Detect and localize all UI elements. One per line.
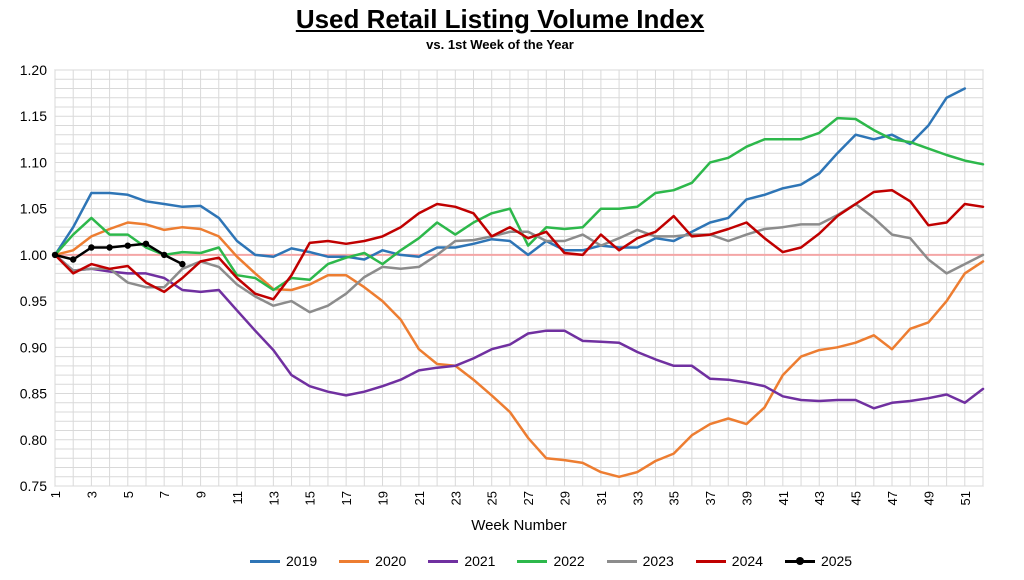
x-tick-label: 35 [667, 491, 682, 505]
legend-swatch [517, 559, 548, 563]
x-tick-label: 11 [230, 491, 245, 505]
legend-label: 2024 [731, 553, 763, 569]
legend-item-2022: 2022 [517, 553, 585, 569]
x-tick-label: 29 [557, 491, 572, 505]
y-tick-label: 0.90 [20, 339, 47, 355]
legend-label: 2022 [553, 553, 585, 569]
legend: 2019 2020 2021 2022 2023 2024 2025 [250, 550, 852, 572]
legend-label: 2021 [464, 553, 496, 569]
x-tick-label: 25 [485, 491, 500, 505]
legend-item-2024: 2024 [695, 553, 763, 569]
x-tick-label: 41 [776, 491, 791, 505]
legend-item-2020: 2020 [339, 553, 406, 569]
y-tick-label: 0.85 [20, 386, 47, 402]
x-tick-label: 47 [885, 491, 900, 505]
x-tick-label: 15 [303, 491, 318, 505]
y-tick-label: 0.95 [20, 293, 47, 309]
y-tick-label: 1.05 [20, 201, 47, 217]
y-tick-label: 1.15 [20, 108, 47, 124]
legend-label: 2020 [375, 553, 407, 569]
x-tick-label: 51 [958, 491, 973, 505]
series-point-2025 [51, 251, 59, 259]
series-point-2025 [179, 260, 186, 268]
legend-swatch [784, 556, 815, 565]
x-tick-label: 3 [84, 491, 99, 498]
legend-item-2025: 2025 [784, 553, 853, 569]
legend-swatch [695, 559, 726, 563]
series-point-2025 [106, 244, 113, 251]
x-tick-label: 33 [630, 491, 645, 505]
x-tick-label: 49 [921, 491, 936, 505]
y-tick-label: 0.75 [20, 478, 47, 494]
series-point-2025 [142, 240, 150, 247]
plot-area [54, 69, 984, 487]
x-tick-label: 1 [48, 491, 63, 498]
x-tick-label: 9 [194, 491, 209, 498]
series-line-2021 [53, 253, 985, 410]
chart-title: Used Retail Listing Volume Index [295, 4, 705, 34]
x-tick-label: 43 [812, 491, 827, 505]
x-tick-label: 19 [376, 491, 391, 505]
chart-subtitle: vs. 1st Week of the Year [426, 37, 574, 52]
series-point-2025 [160, 251, 168, 259]
legend-swatch [428, 559, 459, 563]
x-tick-label: 23 [448, 491, 463, 505]
x-tick-label: 7 [157, 491, 172, 498]
legend-item-2023: 2023 [606, 553, 674, 569]
legend-label: 2019 [286, 553, 318, 569]
legend-item-2019: 2019 [250, 553, 317, 569]
x-tick-label: 5 [121, 491, 136, 498]
series-line-2019 [53, 87, 967, 261]
x-tick-label: 21 [412, 491, 427, 505]
series-line-2022 [53, 116, 985, 292]
legend-swatch [250, 559, 280, 563]
series-point-2025 [124, 242, 131, 249]
x-tick-label: 13 [266, 491, 281, 505]
x-tick-label: 27 [521, 491, 536, 505]
x-axis-title: Week Number [471, 517, 567, 534]
x-tick-label: 45 [849, 491, 864, 505]
x-tick-label: 31 [594, 491, 609, 505]
y-tick-label: 1.10 [20, 154, 47, 170]
series-line-2020 [53, 221, 985, 479]
y-tick-label: 1.00 [20, 247, 47, 263]
x-tick-label: 39 [739, 491, 754, 505]
y-tick-label: 1.20 [20, 62, 47, 78]
legend-label: 2025 [820, 553, 853, 569]
legend-swatch [339, 559, 370, 563]
series-point-2025 [69, 256, 77, 263]
y-tick-label: 0.80 [20, 432, 47, 448]
legend-marker [795, 556, 804, 565]
legend-swatch [606, 559, 637, 563]
x-tick-label: 17 [339, 491, 354, 505]
legend-label: 2023 [642, 553, 674, 569]
series-point-2025 [88, 244, 95, 251]
series-line-2025 [53, 242, 184, 266]
x-tick-label: 37 [703, 491, 718, 505]
series-line-2024 [53, 188, 985, 301]
legend-item-2021: 2021 [428, 553, 495, 569]
